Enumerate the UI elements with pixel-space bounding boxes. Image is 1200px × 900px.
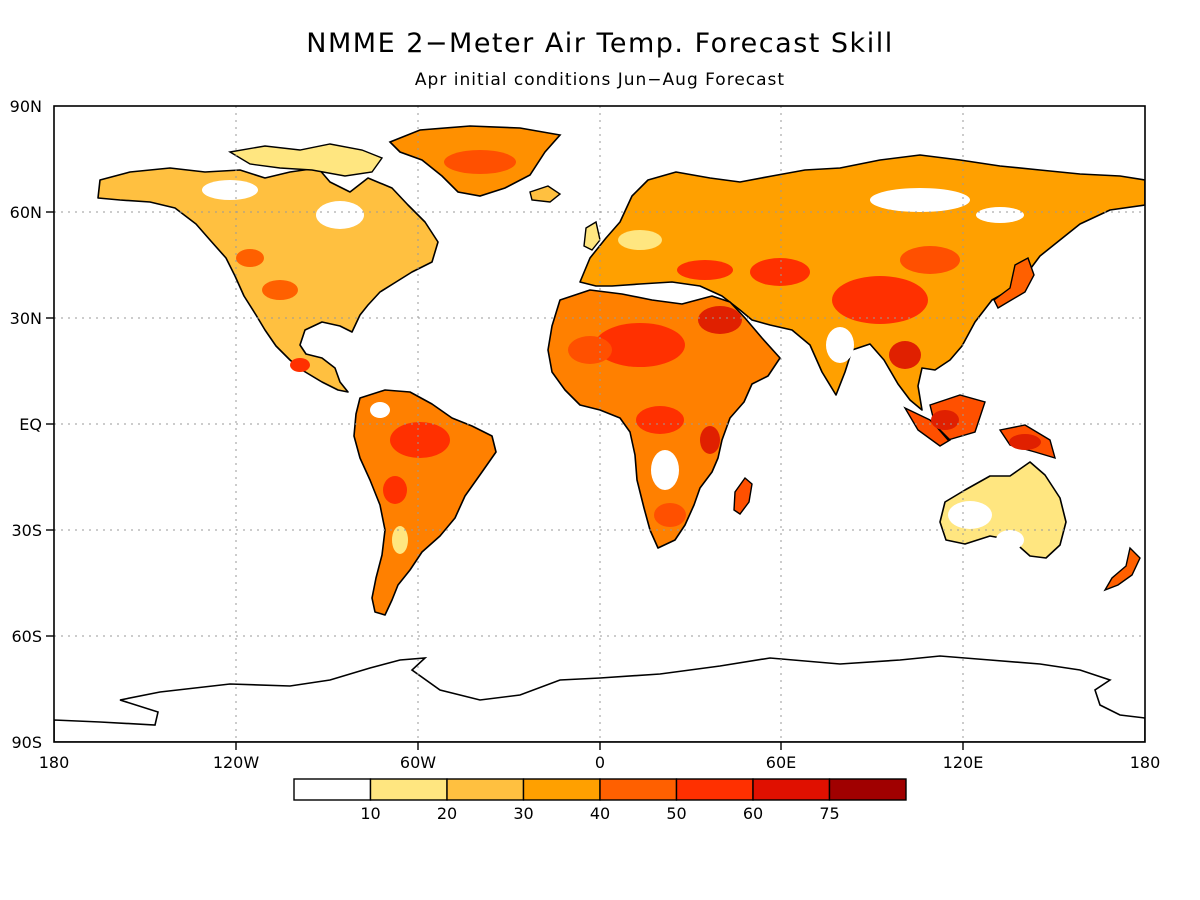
land-australia [939, 461, 1067, 559]
colorbar-swatch-4 [599, 778, 678, 801]
land-new-zealand [1103, 546, 1141, 592]
lat-tick-label: 30S [11, 521, 42, 540]
colorbar: 10 20 30 40 50 60 75 [293, 778, 907, 823]
lat-tick-label: 90S [11, 733, 42, 752]
colorbar-swatch-5 [675, 778, 754, 801]
land-arctic-islands [228, 143, 384, 177]
lon-tick-label: 60E [766, 753, 796, 772]
land-antarctica [54, 655, 1145, 742]
lat-tick-label: 90N [10, 97, 42, 116]
colorbar-label: 60 [743, 804, 763, 823]
land-south-america [353, 389, 497, 616]
land-madagascar [733, 476, 753, 515]
lon-tick-label: 120W [213, 753, 260, 772]
colorbar-label: 20 [437, 804, 457, 823]
lon-tick-label: 180 [39, 753, 70, 772]
colorbar-swatch-1 [369, 778, 448, 801]
colorbar-label: 50 [666, 804, 686, 823]
lon-tick-label: 120E [943, 753, 984, 772]
map-gridlines [54, 106, 1145, 742]
lon-tick-label: 180 [1130, 753, 1161, 772]
lat-tick-label: EQ [19, 415, 42, 434]
land-japan [993, 256, 1035, 309]
low-skill-patches [202, 180, 1024, 554]
map-subtitle: Apr initial conditions Jun−Aug Forecast [414, 70, 786, 90]
land-iceland [529, 185, 562, 203]
colorbar-swatch-0 [293, 778, 372, 801]
colorbar-swatch-2 [446, 778, 525, 801]
land-north-america [97, 167, 439, 393]
lon-tick-label: 60W [400, 753, 436, 772]
lat-tick-label: 60S [11, 627, 42, 646]
lat-tick-label: 60N [10, 203, 42, 222]
colorbar-swatch-7 [828, 778, 907, 801]
map-area [54, 106, 1145, 742]
lon-tick-label: 0 [595, 753, 605, 772]
map-title: NMME 2−Meter Air Temp. Forecast Skill [306, 28, 894, 59]
frame-ticks [46, 211, 964, 750]
high-skill-patches [236, 150, 1041, 527]
colorbar-label: 30 [513, 804, 533, 823]
colorbar-swatch-3 [522, 778, 601, 801]
colorbar-label: 40 [590, 804, 610, 823]
lat-tick-labels: 90N 60N 30N EQ 30S 60S 90S [10, 97, 42, 752]
colorbar-swatch-6 [752, 778, 831, 801]
colorbar-label: 75 [819, 804, 839, 823]
land-british-isles [583, 220, 601, 251]
lat-tick-label: 30N [10, 309, 42, 328]
lon-tick-labels: 180 120W 60W 0 60E 120E 180 [39, 753, 1161, 772]
colorbar-label: 10 [360, 804, 380, 823]
